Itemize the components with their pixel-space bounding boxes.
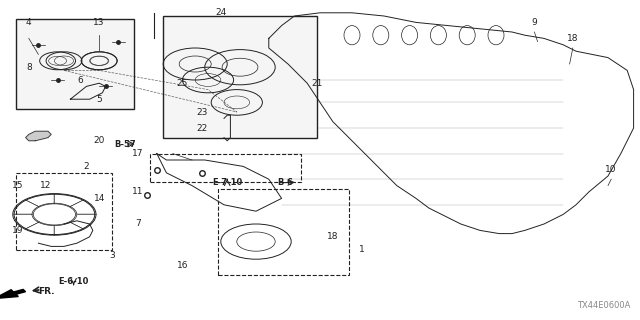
Bar [218, 189, 349, 275]
Text: B-57: B-57 [114, 140, 136, 148]
Text: 12: 12 [40, 181, 52, 190]
Text: 3: 3 [109, 252, 115, 260]
Text: 17: 17 [132, 149, 143, 158]
Text: 20: 20 [93, 136, 105, 145]
Text: 2: 2 [84, 162, 89, 171]
Text: 8: 8 [26, 63, 31, 72]
Text: 14: 14 [93, 194, 105, 203]
Text: 23: 23 [196, 108, 207, 116]
Text: 11: 11 [132, 188, 143, 196]
Text: 4: 4 [26, 18, 31, 27]
Text: 6: 6 [77, 76, 83, 84]
Text: 1: 1 [359, 245, 364, 254]
Text: 16: 16 [177, 261, 188, 270]
Text: 5: 5 [97, 95, 102, 104]
FancyArrow shape [0, 289, 26, 299]
Text: E-6-10: E-6-10 [58, 277, 89, 286]
Text: 25: 25 [177, 79, 188, 88]
Text: FR.: FR. [38, 287, 55, 296]
Text: 7: 7 [135, 220, 140, 228]
Text: 22: 22 [196, 124, 207, 132]
Bar [150, 154, 301, 182]
Bar [16, 19, 134, 109]
Text: 19: 19 [12, 226, 24, 235]
Text: B-6: B-6 [277, 178, 292, 187]
Text: 10: 10 [605, 165, 617, 174]
Text: 13: 13 [93, 18, 105, 27]
Text: 9: 9 [532, 18, 537, 27]
Text: 18: 18 [567, 34, 579, 43]
Polygon shape [26, 131, 51, 141]
Text: 24: 24 [215, 8, 227, 17]
Text: TX44E0600A: TX44E0600A [577, 301, 630, 310]
Text: 21: 21 [311, 79, 323, 88]
Bar [163, 16, 317, 138]
Text: 15: 15 [12, 181, 24, 190]
Text: 18: 18 [327, 232, 339, 241]
Text: E-7-10: E-7-10 [212, 178, 243, 187]
Bar [16, 173, 112, 250]
